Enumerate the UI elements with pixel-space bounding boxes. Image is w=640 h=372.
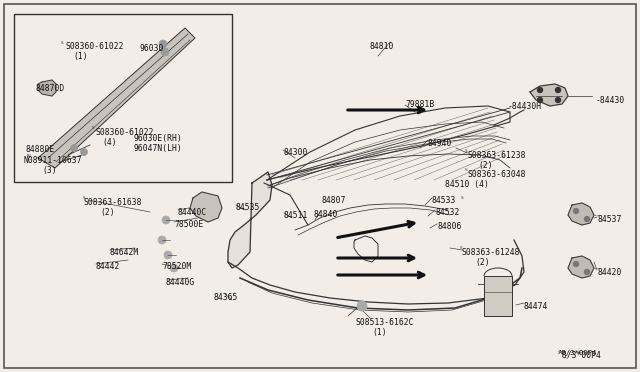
Text: S08363-63048: S08363-63048 <box>467 170 525 179</box>
Text: S: S <box>465 149 467 153</box>
Text: S08360-61022: S08360-61022 <box>66 42 125 51</box>
Polygon shape <box>568 256 594 278</box>
Text: N: N <box>26 154 30 160</box>
Text: (2): (2) <box>475 258 490 267</box>
Text: (3): (3) <box>42 166 56 175</box>
Text: (2): (2) <box>100 208 115 217</box>
Text: 84537: 84537 <box>597 215 621 224</box>
Bar <box>484 276 512 316</box>
Text: (2): (2) <box>478 161 493 170</box>
Circle shape <box>538 87 543 93</box>
Text: S: S <box>83 196 85 200</box>
Text: S: S <box>460 246 462 250</box>
Circle shape <box>584 217 589 221</box>
Circle shape <box>164 251 172 259</box>
Circle shape <box>158 236 166 244</box>
Text: N08911-10637: N08911-10637 <box>24 156 83 165</box>
Text: 79881B: 79881B <box>405 100 435 109</box>
Text: 84807: 84807 <box>322 196 346 205</box>
Text: S08513-6162C: S08513-6162C <box>356 318 415 327</box>
Circle shape <box>170 264 178 272</box>
Text: (1): (1) <box>73 52 88 61</box>
Text: 84810: 84810 <box>370 42 394 51</box>
Text: 84533: 84533 <box>432 196 456 205</box>
Text: 84442: 84442 <box>96 262 120 271</box>
Text: ^8/3*00P4: ^8/3*00P4 <box>558 350 602 359</box>
Circle shape <box>159 40 167 48</box>
Text: 84642M: 84642M <box>110 248 140 257</box>
Text: 84940: 84940 <box>428 139 452 148</box>
Polygon shape <box>568 203 594 225</box>
Circle shape <box>573 208 579 214</box>
Text: 84880E: 84880E <box>26 145 55 154</box>
Text: 84474: 84474 <box>524 302 548 311</box>
Text: -84430: -84430 <box>596 96 625 105</box>
Polygon shape <box>38 28 195 168</box>
Text: S: S <box>61 41 63 45</box>
Text: 84420: 84420 <box>597 268 621 277</box>
Circle shape <box>357 301 367 311</box>
Text: 78500E: 78500E <box>174 220 204 229</box>
Circle shape <box>162 216 170 224</box>
Text: 78520M: 78520M <box>162 262 191 271</box>
Text: S: S <box>465 168 467 172</box>
Circle shape <box>556 97 561 103</box>
Text: S: S <box>461 196 463 200</box>
Text: 84510 (4): 84510 (4) <box>445 180 489 189</box>
Circle shape <box>573 262 579 266</box>
Text: 84532: 84532 <box>435 208 460 217</box>
Text: S08363-61248: S08363-61248 <box>462 248 520 257</box>
Text: 96047N(LH): 96047N(LH) <box>134 144 183 153</box>
Text: 84840: 84840 <box>314 210 339 219</box>
Text: -84430H: -84430H <box>508 102 542 111</box>
Text: 84870D: 84870D <box>36 84 65 93</box>
Text: 84440C: 84440C <box>178 208 207 217</box>
Circle shape <box>161 48 169 56</box>
Text: S08363-61238: S08363-61238 <box>467 151 525 160</box>
Polygon shape <box>530 84 568 106</box>
Text: ^8/3*00P4: ^8/3*00P4 <box>558 350 597 356</box>
Text: 96030E(RH): 96030E(RH) <box>134 134 183 143</box>
Text: 84365: 84365 <box>213 293 237 302</box>
Text: 84511: 84511 <box>284 211 308 220</box>
Text: (1): (1) <box>372 328 387 337</box>
Bar <box>14 14 232 182</box>
Text: (4): (4) <box>102 138 116 147</box>
Text: 96030: 96030 <box>139 44 163 53</box>
Text: 84300: 84300 <box>283 148 307 157</box>
Polygon shape <box>190 192 222 222</box>
Polygon shape <box>228 172 272 268</box>
Polygon shape <box>38 80 56 96</box>
Circle shape <box>538 97 543 103</box>
Text: 84440G: 84440G <box>166 278 195 287</box>
Circle shape <box>81 148 88 155</box>
Circle shape <box>70 144 77 151</box>
Circle shape <box>584 269 589 275</box>
Circle shape <box>556 87 561 93</box>
Text: S: S <box>92 126 94 130</box>
Text: 84535: 84535 <box>236 203 260 212</box>
Text: 84806: 84806 <box>437 222 461 231</box>
Text: S08360-61022: S08360-61022 <box>96 128 154 137</box>
Text: S08363-61638: S08363-61638 <box>84 198 143 207</box>
